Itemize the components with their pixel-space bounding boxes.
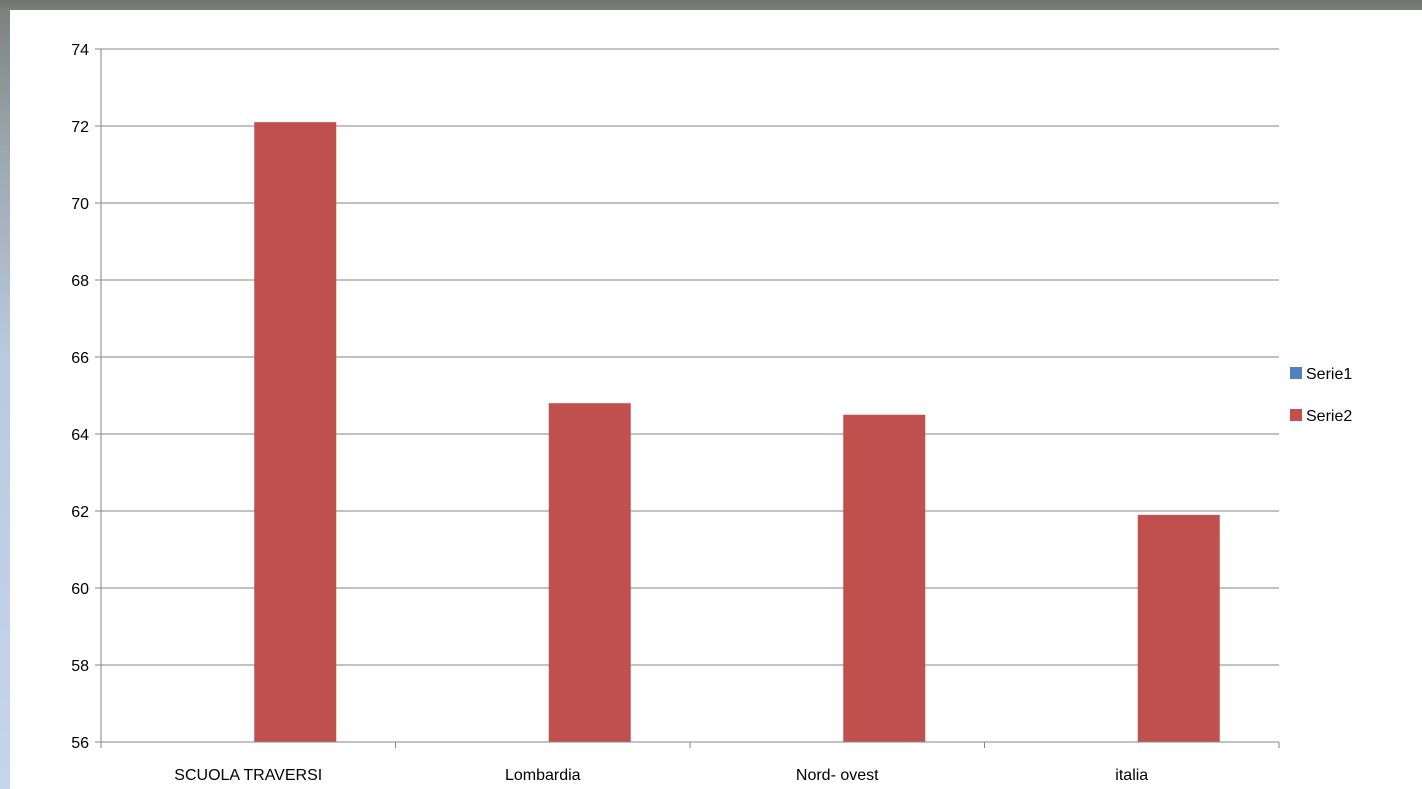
y-tick-label: 64 (71, 427, 89, 444)
legend: Serie1 Serie2 (1290, 366, 1352, 425)
bar-serie2 (1137, 514, 1220, 742)
y-tick-label: 60 (71, 581, 89, 598)
bar-serie2 (548, 403, 631, 742)
legend-swatch (1290, 409, 1302, 421)
x-category-label: Lombardia (505, 767, 581, 784)
bar-serie2 (254, 122, 337, 742)
x-category-label: italia (1115, 767, 1148, 784)
y-tick-label: 68 (71, 273, 89, 290)
y-tick-label: 56 (71, 735, 89, 752)
x-axis-tick-labels: SCUOLA TRAVERSI Lombardia Nord- ovest itali… (174, 767, 1148, 784)
y-tick-label: 62 (71, 504, 89, 521)
bars (254, 122, 1220, 742)
y-axis-tick-labels: 56 58 60 62 64 66 68 70 72 74 (71, 42, 89, 752)
x-category-label: Nord- ovest (796, 767, 879, 784)
y-tick-label: 58 (71, 658, 89, 675)
bar-serie2 (843, 414, 926, 742)
y-tick-label: 70 (71, 196, 89, 213)
legend-label: Serie1 (1306, 366, 1352, 383)
y-tick-label: 74 (71, 42, 89, 59)
y-tick-label: 72 (71, 119, 89, 136)
legend-swatch (1290, 367, 1302, 379)
legend-label: Serie2 (1306, 408, 1352, 425)
y-tick-label: 66 (71, 350, 89, 367)
x-category-label: SCUOLA TRAVERSI (174, 767, 322, 784)
x-axis-ticks (100, 742, 1280, 748)
